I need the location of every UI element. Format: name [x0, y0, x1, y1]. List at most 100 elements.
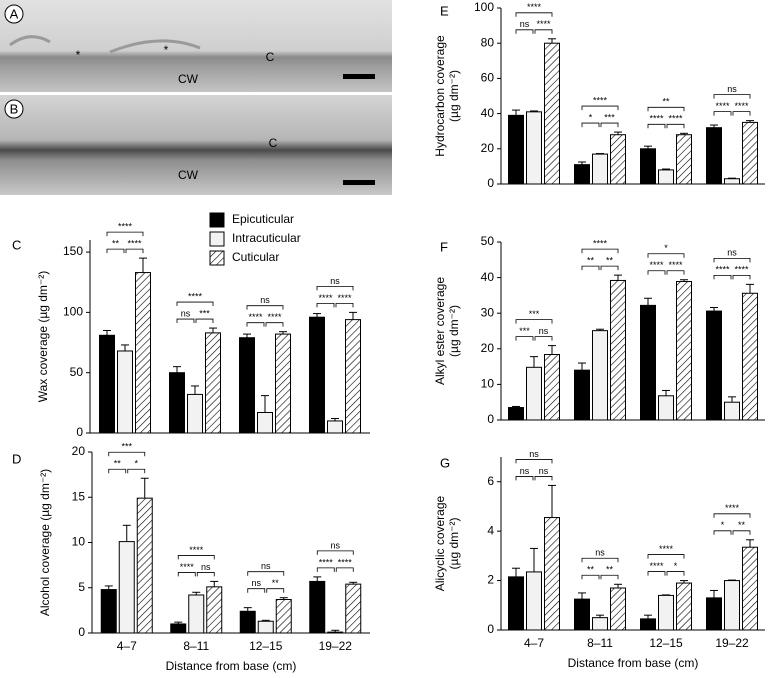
bar [676, 582, 692, 631]
error-bar [140, 477, 149, 499]
y-tick-label: 50 [70, 365, 84, 379]
micrograph-image [0, 95, 392, 195]
significance-label: **** [668, 114, 683, 124]
bracket [246, 322, 265, 327]
significance-label: **** [734, 265, 749, 275]
error-bar [728, 396, 736, 403]
bar [574, 369, 590, 421]
significance-label: ** [738, 520, 746, 530]
significance-label: ns [529, 449, 539, 459]
bracket [732, 274, 751, 280]
y-tick-label: 0 [78, 625, 85, 639]
significance-label: **** [734, 101, 749, 111]
significance-label: ** [587, 255, 595, 265]
error-bar [662, 389, 670, 396]
significance-label: **** [248, 312, 263, 322]
micrograph-b: B C CW [0, 95, 392, 195]
bracket [666, 571, 685, 576]
panel-label: D [12, 451, 21, 466]
bar [592, 330, 608, 421]
significance-label: * [674, 561, 678, 571]
y-tick-label: 80 [481, 35, 495, 49]
bar [610, 134, 626, 185]
error-bar [614, 274, 622, 281]
legend-swatch [209, 250, 225, 266]
significance-label: **** [338, 557, 353, 567]
bar [724, 580, 740, 631]
significance-label: **** [715, 265, 730, 275]
significance-label: ns [595, 548, 605, 558]
significance-label: ns [330, 276, 340, 286]
bar [206, 586, 223, 634]
bracket [647, 571, 666, 576]
bar [676, 134, 692, 185]
bar [345, 583, 362, 634]
error-bar [512, 405, 520, 408]
error-bar [530, 547, 538, 572]
error-bar [680, 279, 688, 282]
bracket [534, 476, 553, 481]
bracket [647, 253, 685, 258]
bracket [108, 468, 127, 474]
error-bar [614, 131, 622, 135]
significance-label: **** [188, 291, 203, 301]
bar [742, 292, 758, 421]
y-tick-label: 40 [481, 270, 495, 284]
bar [508, 576, 524, 631]
bar [508, 407, 524, 421]
y-tick-label: 100 [63, 305, 83, 319]
legend-swatch [209, 231, 225, 247]
cuticle-label: C [269, 136, 278, 150]
y-axis-label: Hydrocarbon coverage [433, 35, 447, 157]
significance-label: ns [539, 326, 549, 336]
error-bar [512, 109, 520, 116]
bar [640, 618, 656, 631]
bracket [515, 319, 553, 324]
bar [724, 401, 740, 421]
y-tick-label: 10 [481, 377, 495, 391]
y-tick-label: 20 [481, 141, 495, 155]
bar [574, 164, 590, 185]
bar [327, 420, 343, 434]
y-axis-label: (µg dm⁻²) [447, 305, 461, 357]
significance-label: **** [267, 312, 282, 322]
bar [275, 333, 291, 434]
significance-label: *** [529, 309, 540, 319]
x-tick-label: 4–7 [524, 636, 544, 650]
bracket [247, 588, 266, 593]
bracket [515, 29, 534, 34]
y-tick-label: 0 [487, 412, 494, 426]
bar [640, 148, 656, 185]
bracket [713, 274, 732, 280]
significance-label: ns [261, 561, 271, 571]
significance-label: *** [604, 112, 615, 122]
significance-label: ** [606, 565, 614, 575]
x-tick-label: 12–15 [649, 636, 683, 650]
error-bar [121, 344, 129, 351]
error-bar [279, 331, 287, 335]
significance-label: **** [649, 114, 664, 124]
wall-label: CW [178, 168, 199, 182]
bracket [195, 318, 214, 324]
panel-label: A [10, 6, 19, 21]
bar [170, 623, 187, 634]
error-bar [122, 524, 131, 542]
bar [592, 617, 608, 631]
error-bar [578, 592, 586, 600]
significance-label: **** [319, 557, 334, 567]
significance-label: ns [520, 19, 530, 29]
error-bar [313, 576, 322, 582]
significance-label: ** [587, 565, 595, 575]
y-tick-label: 50 [481, 234, 495, 248]
error-bar [644, 145, 652, 149]
bar [706, 310, 722, 421]
error-bar [644, 297, 652, 306]
bracket [713, 257, 751, 263]
bracket [125, 248, 144, 254]
bracket [265, 322, 284, 327]
significance-label: ns [201, 562, 211, 572]
error-bar [596, 614, 604, 618]
error-bar [746, 283, 754, 294]
x-tick-label: 8–11 [183, 639, 209, 653]
error-bar [210, 580, 219, 587]
